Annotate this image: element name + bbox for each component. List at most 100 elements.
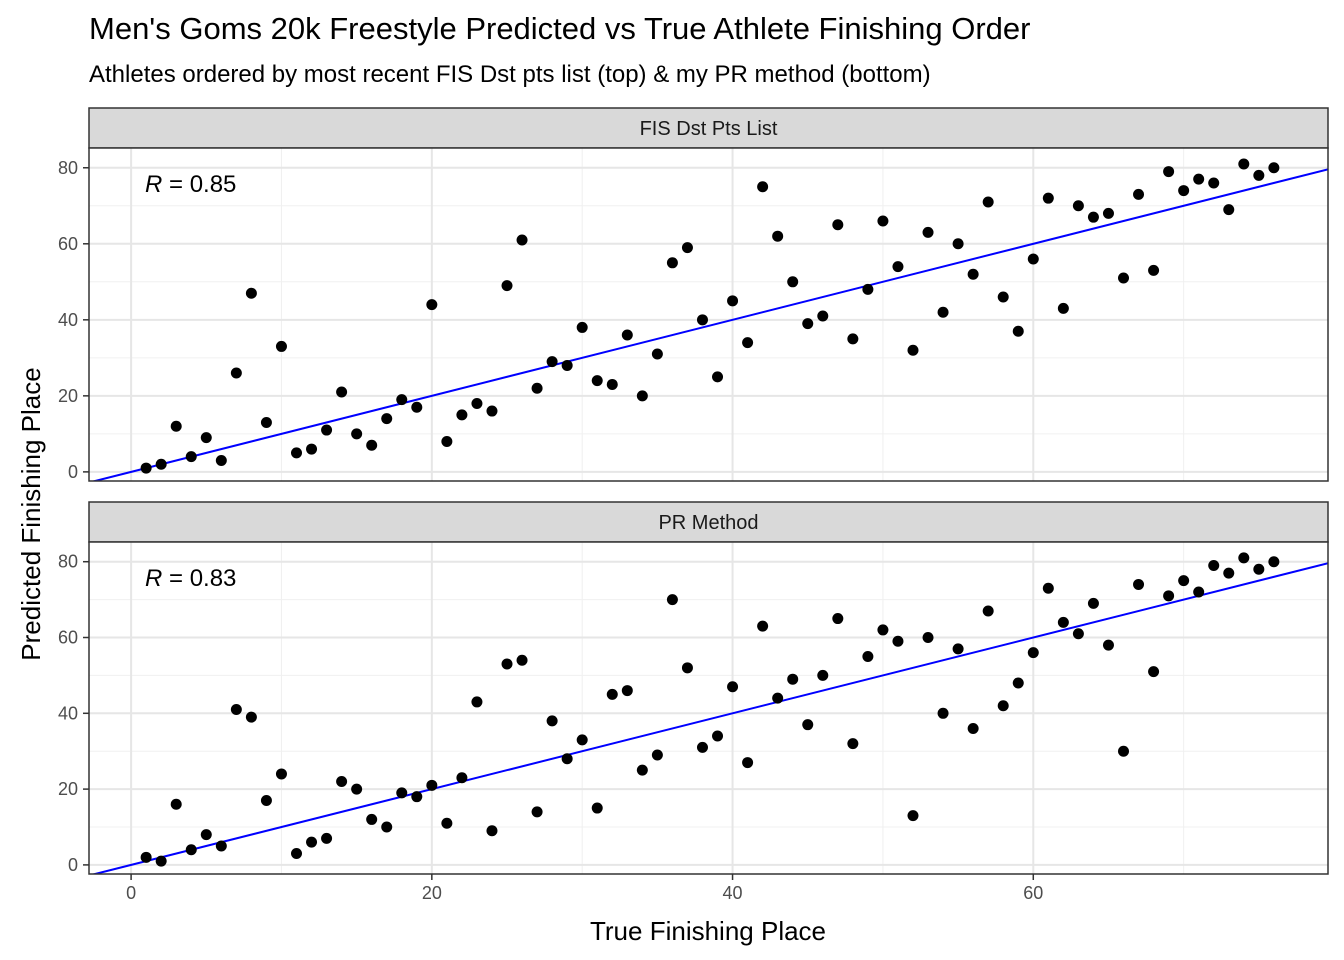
data-point: [1102, 639, 1114, 651]
data-point: [260, 794, 272, 806]
data-point: [215, 454, 227, 466]
data-point: [997, 700, 1009, 712]
data-point: [742, 337, 754, 349]
data-point: [727, 681, 739, 693]
data-point: [742, 757, 754, 769]
data-point: [501, 658, 513, 670]
data-point: [757, 181, 769, 193]
data-point: [982, 196, 994, 208]
data-point: [140, 462, 152, 474]
data-point: [681, 662, 693, 674]
data-point: [862, 283, 874, 295]
data-point: [621, 329, 633, 341]
data-point: [486, 405, 498, 417]
data-point: [546, 715, 558, 727]
data-point: [832, 613, 844, 625]
data-point: [501, 280, 513, 292]
fit-line: [90, 562, 1328, 874]
data-point: [456, 409, 468, 421]
data-point: [396, 394, 408, 406]
data-point: [1118, 745, 1130, 757]
data-point: [1238, 158, 1250, 170]
correlation-symbol: R: [145, 171, 162, 198]
data-point: [200, 829, 212, 841]
correlation-value: = 0.85: [162, 171, 236, 198]
data-point: [606, 688, 618, 700]
data-point: [1012, 677, 1024, 689]
data-point: [215, 840, 227, 852]
correlation-label: R = 0.83: [145, 565, 236, 592]
y-axis-title: Predicted Finishing Place: [16, 367, 46, 660]
correlation-symbol: R: [145, 565, 162, 592]
data-point: [847, 738, 859, 750]
y-tick-label: 20: [58, 779, 78, 799]
data-point: [381, 821, 393, 833]
data-point: [1163, 166, 1175, 178]
data-point: [275, 768, 287, 780]
data-point: [546, 356, 558, 368]
data-point: [170, 420, 182, 432]
data-point: [727, 295, 739, 307]
panel-border: [88, 541, 1329, 875]
data-point: [441, 817, 453, 829]
data-point: [817, 310, 829, 322]
data-point: [260, 416, 272, 428]
data-point: [712, 371, 724, 383]
data-point: [561, 753, 573, 765]
data-point: [411, 401, 423, 413]
data-point: [1193, 586, 1205, 598]
data-point: [1012, 325, 1024, 337]
data-point: [576, 321, 588, 333]
data-point: [907, 344, 919, 356]
data-point: [366, 813, 378, 825]
data-point: [1178, 185, 1190, 197]
data-point: [817, 669, 829, 681]
data-point: [651, 749, 663, 761]
data-point: [531, 806, 543, 818]
data-point: [832, 219, 844, 231]
data-point: [561, 359, 573, 371]
data-point: [321, 424, 333, 436]
data-point: [291, 447, 303, 459]
data-point: [847, 333, 859, 345]
data-point: [155, 855, 167, 867]
data-point: [170, 798, 182, 810]
data-point: [1238, 552, 1250, 564]
facet-strip: [88, 501, 1329, 543]
x-tick-label: 40: [723, 883, 743, 903]
data-point: [411, 791, 423, 803]
data-point: [952, 643, 964, 655]
data-point: [155, 458, 167, 470]
data-point: [291, 848, 303, 860]
data-point: [1208, 559, 1220, 571]
data-point: [802, 318, 814, 330]
data-point: [351, 428, 363, 440]
data-point: [636, 764, 648, 776]
data-point: [922, 632, 934, 644]
data-point: [471, 397, 483, 409]
data-point: [1087, 211, 1099, 223]
data-point: [230, 704, 242, 716]
facet-strip: [88, 107, 1329, 149]
data-point: [1118, 272, 1130, 284]
x-tick-label: 0: [126, 883, 136, 903]
data-point: [1178, 575, 1190, 587]
data-point: [892, 261, 904, 273]
data-point: [245, 287, 257, 299]
data-point: [591, 375, 603, 387]
data-point: [892, 635, 904, 647]
data-point: [636, 390, 648, 402]
data-point: [366, 439, 378, 451]
data-point: [1072, 628, 1084, 640]
data-point: [1193, 173, 1205, 185]
chart-title: Men's Goms 20k Freestyle Predicted vs Tr…: [89, 11, 1030, 46]
correlation-value: = 0.83: [162, 565, 236, 592]
correlation-label: R = 0.85: [145, 171, 236, 198]
data-point: [1268, 162, 1280, 174]
data-point: [997, 291, 1009, 303]
data-point: [486, 825, 498, 837]
data-point: [1223, 567, 1235, 579]
data-point: [621, 685, 633, 697]
data-point: [862, 650, 874, 662]
